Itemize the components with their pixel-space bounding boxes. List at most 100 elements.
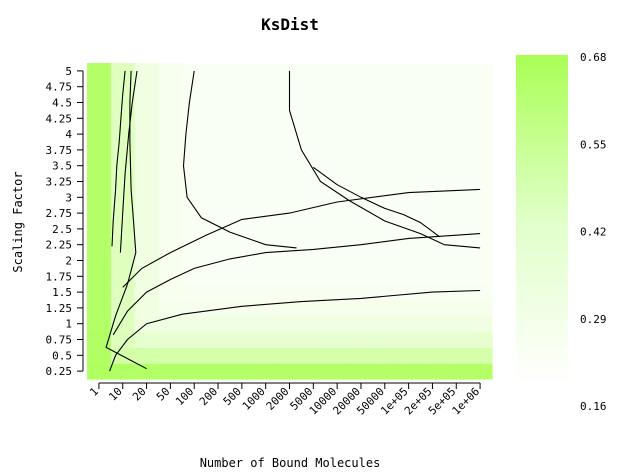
heatmap-cell (444, 315, 469, 333)
y-tick-label: 3 (65, 191, 72, 204)
heatmap-cell (396, 78, 422, 96)
heatmap-cell (158, 315, 183, 333)
heatmap-cell (87, 221, 112, 238)
heatmap-cell (301, 315, 326, 333)
heatmap-cell (206, 110, 231, 127)
heatmap-cell (420, 157, 445, 175)
heatmap-cell (420, 331, 445, 348)
heatmap-cell (349, 300, 374, 317)
heatmap-cell (325, 126, 350, 143)
heatmap-cell (468, 347, 493, 364)
heatmap-cell (396, 331, 422, 348)
legend-tick-label: 0.68 (580, 51, 607, 64)
heatmap-cell (206, 315, 231, 333)
heatmap-cell (158, 205, 183, 222)
heatmap-cell (182, 94, 207, 111)
heatmap-cell (325, 315, 350, 333)
heatmap-cell (325, 331, 350, 348)
heatmap-cell (229, 157, 255, 175)
heatmap-cell (325, 284, 350, 301)
heatmap-cell (420, 363, 445, 380)
heatmap-cell (301, 252, 326, 269)
heatmap-cell (206, 94, 231, 111)
heatmap-cell (396, 315, 422, 333)
heatmap-cell (134, 110, 160, 127)
heatmap-cell (372, 252, 398, 269)
heatmap-cell (206, 284, 231, 301)
y-tick-label: 1.75 (46, 270, 73, 283)
heatmap-cell (87, 94, 112, 111)
x-tick-label: 1000 (240, 385, 268, 413)
heatmap-cell (468, 284, 493, 301)
heatmap-cell (325, 173, 350, 190)
heatmap-cell (206, 221, 231, 238)
legend: 0.68 0.55 0.42 0.29 0.16 (580, 51, 607, 413)
x-tick-label: 20 (130, 385, 149, 404)
heatmap-cell (134, 94, 160, 111)
heatmap-cell (372, 189, 398, 206)
heatmap-cell (325, 157, 350, 175)
heatmap-cell (444, 94, 469, 111)
heatmap-cell (158, 94, 183, 111)
heatmap-cell (87, 78, 112, 96)
heatmap-cell (87, 110, 112, 127)
heatmap-cell (468, 315, 493, 333)
heatmap-cell (301, 63, 326, 80)
heatmap-cell (372, 315, 398, 333)
heatmap-cell (110, 189, 136, 206)
heatmap-cell (87, 157, 112, 175)
heatmap-cell (396, 300, 422, 317)
heatmap-cell (206, 268, 231, 285)
heatmap-cell (325, 142, 350, 159)
heatmap-cell (158, 126, 183, 143)
heatmap-cell (277, 236, 303, 254)
y-tick-label: 4.75 (46, 81, 73, 94)
heatmap-cell (277, 315, 303, 333)
heatmap-cell (253, 142, 279, 159)
heatmap-cell (420, 236, 445, 254)
heatmap-cell (277, 189, 303, 206)
x-axis-title: Number of Bound Molecules (200, 456, 381, 470)
heatmap-cell (253, 63, 279, 80)
heatmap-cell (468, 268, 493, 285)
heatmap-cell (110, 63, 136, 80)
heatmap-cell (158, 221, 183, 238)
heatmap-cell (110, 300, 136, 317)
heatmap-cells (87, 63, 493, 380)
heatmap-cell (444, 157, 469, 175)
heatmap-cell (206, 347, 231, 364)
heatmap-cell (444, 205, 469, 222)
heatmap-cell (158, 331, 183, 348)
heatmap-cell (444, 110, 469, 127)
heatmap-cell (301, 300, 326, 317)
heatmap-cell (158, 78, 183, 96)
heatmap-cell (301, 363, 326, 380)
y-tick-label: 1.25 (46, 302, 73, 315)
y-axis-title: Scaling Factor (11, 171, 25, 272)
heatmap-cell (277, 221, 303, 238)
heatmap-cell (349, 142, 374, 159)
heatmap-cell (158, 252, 183, 269)
heatmap-cell (301, 284, 326, 301)
contour-line (111, 70, 126, 247)
heatmap-cell (87, 205, 112, 222)
heatmap-cell (396, 173, 422, 190)
heatmap-cell (253, 173, 279, 190)
heatmap-cell (372, 300, 398, 317)
heatmap-cell (253, 126, 279, 143)
heatmap-cell (229, 189, 255, 206)
heatmap-cell (229, 63, 255, 80)
legend-tick-label: 0.42 (580, 226, 607, 239)
heatmap-cell (468, 363, 493, 380)
x-tick-label: 2000 (264, 385, 292, 413)
heatmap-cell (182, 236, 207, 254)
heatmap-cell (372, 284, 398, 301)
heatmap-cell (301, 157, 326, 175)
contour-line (288, 70, 481, 249)
heatmap-cell (468, 189, 493, 206)
heatmap-cell (372, 94, 398, 111)
heatmap-cell (87, 173, 112, 190)
y-tick-label: 1 (65, 318, 72, 331)
heatmap-cell (206, 126, 231, 143)
heatmap-cell (396, 205, 422, 222)
